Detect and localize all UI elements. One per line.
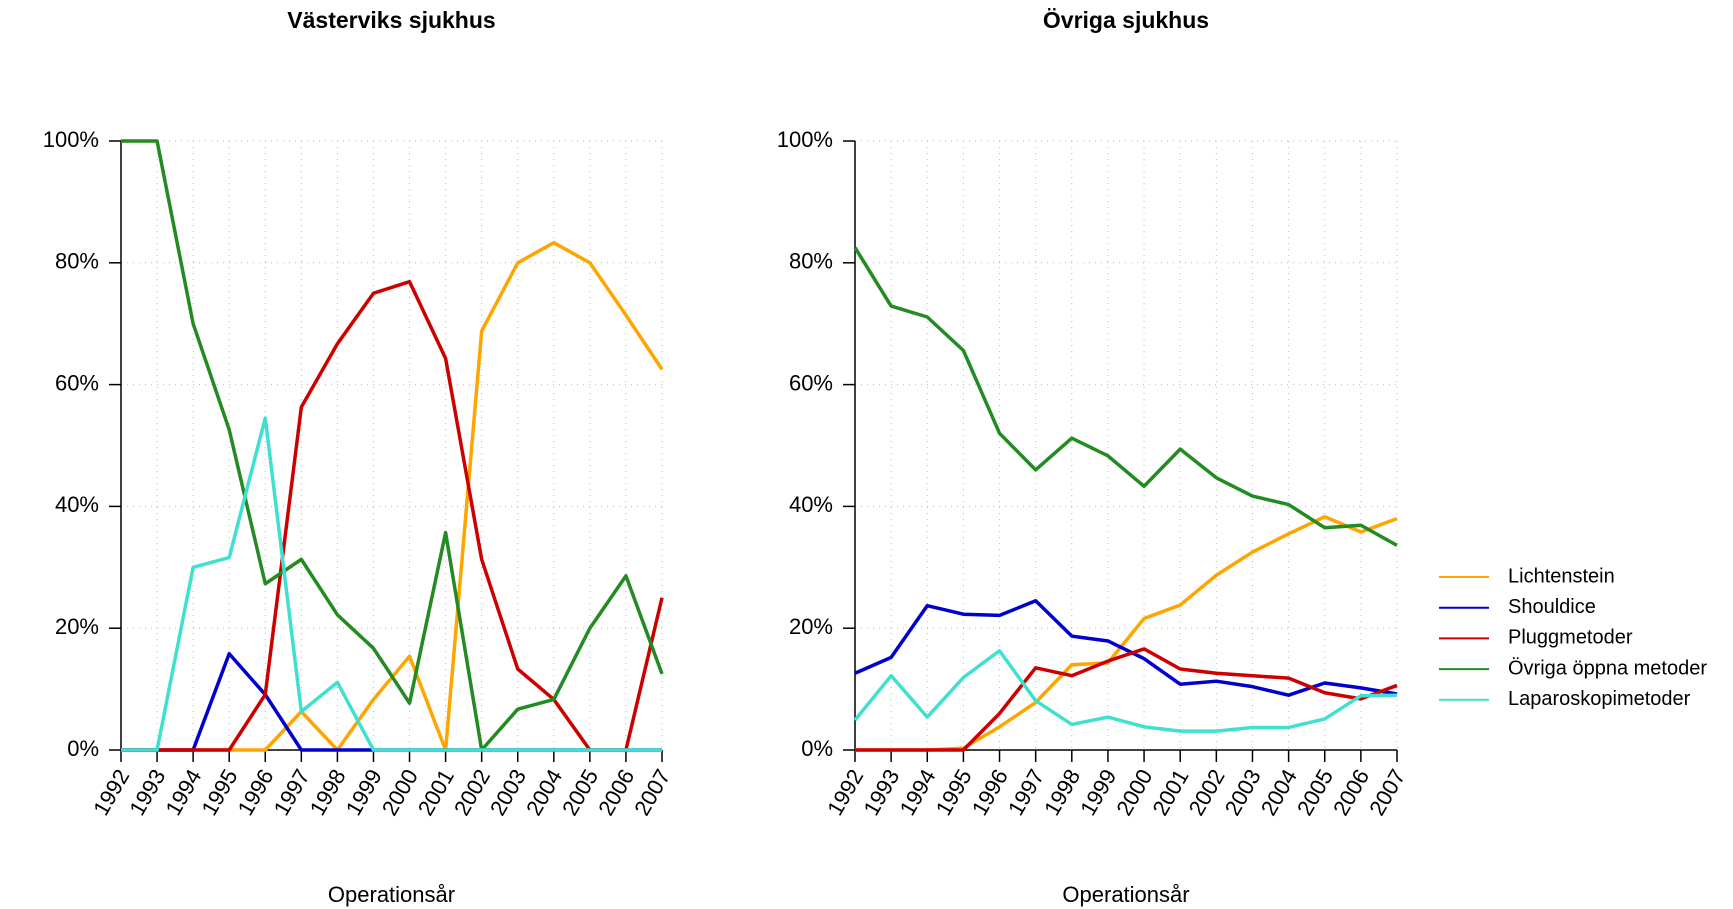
x-tick-label: 2002 xyxy=(449,765,495,820)
x-tick-label: 2006 xyxy=(1328,765,1374,820)
x-tick-label: 2006 xyxy=(593,765,639,820)
y-tick-label: 40% xyxy=(55,492,99,517)
y-tick-label: 80% xyxy=(55,249,99,274)
series-line xyxy=(853,246,1398,547)
x-tick-label: 1993 xyxy=(858,765,904,820)
x-tick-label: 1997 xyxy=(269,765,315,820)
x-tick-label: 1996 xyxy=(233,765,279,820)
legend-label: Pluggmetoder xyxy=(1508,627,1633,649)
chart-title: Västerviks sjukhus xyxy=(287,7,495,33)
x-tick-label: 1993 xyxy=(124,765,170,820)
x-tick-label: 2003 xyxy=(485,765,531,820)
x-tick-label: 2004 xyxy=(521,765,567,820)
x-tick-label: 1994 xyxy=(895,765,941,820)
series-line xyxy=(855,515,1398,752)
y-tick-label: 20% xyxy=(55,614,99,639)
x-tick-label: 1992 xyxy=(822,765,868,820)
x-tick-label: 2001 xyxy=(413,765,459,820)
x-tick-label: 1996 xyxy=(967,765,1013,820)
y-tick-label: 100% xyxy=(777,127,833,152)
x-tick-label: 1998 xyxy=(1039,765,1085,820)
x-axis-label: Operationsår xyxy=(328,882,455,907)
y-tick-label: 80% xyxy=(789,249,833,274)
x-tick-label: 2001 xyxy=(1147,765,1193,820)
x-tick-label: 2007 xyxy=(629,765,675,820)
legend-label: Övriga öppna metoder xyxy=(1508,657,1707,679)
y-tick-label: 20% xyxy=(789,614,833,639)
series-line xyxy=(854,599,1398,697)
series-line xyxy=(121,416,662,752)
x-tick-label: 2000 xyxy=(377,765,423,820)
x-tick-label: 2000 xyxy=(1111,765,1157,820)
x-tick-label: 2005 xyxy=(557,765,603,820)
x-tick-label: 2003 xyxy=(1220,765,1266,820)
legend-label: Laparoskopimetoder xyxy=(1508,688,1691,710)
series-line xyxy=(121,279,664,752)
x-tick-label: 1992 xyxy=(88,765,134,820)
y-tick-label: 100% xyxy=(43,127,99,152)
x-tick-label: 1995 xyxy=(931,765,977,820)
x-tick-label: 1995 xyxy=(196,765,242,820)
x-tick-label: 2002 xyxy=(1184,765,1230,820)
x-tick-label: 1999 xyxy=(341,765,387,820)
legend-label: Lichtenstein xyxy=(1508,565,1615,587)
x-tick-label: 1998 xyxy=(305,765,351,820)
x-tick-label: 2007 xyxy=(1364,765,1410,820)
y-tick-label: 60% xyxy=(55,370,99,395)
x-tick-label: 1997 xyxy=(1003,765,1049,820)
y-tick-label: 0% xyxy=(801,736,833,761)
series-line xyxy=(121,139,664,752)
chart-title: Övriga sjukhus xyxy=(1043,7,1209,33)
x-tick-label: 1994 xyxy=(160,765,206,820)
series-line xyxy=(853,648,1398,733)
x-axis-label: Operationsår xyxy=(1062,882,1189,907)
legend-label: Shouldice xyxy=(1508,596,1596,618)
y-tick-label: 40% xyxy=(789,492,833,517)
y-tick-label: 0% xyxy=(67,736,99,761)
x-tick-label: 2005 xyxy=(1292,765,1338,820)
y-tick-label: 60% xyxy=(789,370,833,395)
x-tick-label: 1999 xyxy=(1075,765,1121,820)
x-tick-label: 2004 xyxy=(1256,765,1302,820)
series-line xyxy=(855,647,1398,752)
